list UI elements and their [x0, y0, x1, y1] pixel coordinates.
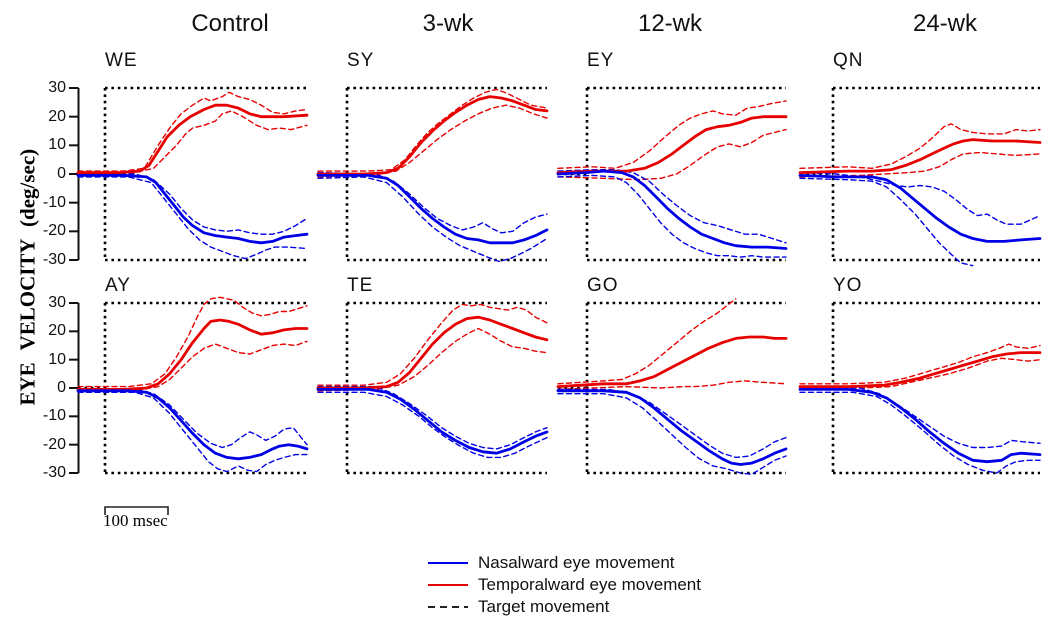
panel-TE-temporalward_mean-line	[316, 315, 549, 390]
y-tick-label-20: 20	[48, 322, 66, 340]
y-tick-label--20: -20	[42, 222, 66, 240]
panel-QN-nasalward_upper_sd-line	[799, 171, 1041, 225]
panel-SY-temporalward_lower_sd-line	[317, 104, 548, 178]
panel-AY-nasalward_mean-line	[76, 389, 309, 461]
panel-QN-temporalward_upper_sd-line	[799, 123, 1041, 170]
y-tick-label-0: 0	[57, 165, 66, 182]
temporalward-line-swatch	[428, 584, 468, 586]
column-header-12wk: 12-wk	[637, 10, 703, 37]
panel-label-EY: EY	[587, 50, 615, 71]
panel-GO-nasalward_mean-line	[556, 389, 788, 466]
panel-AY-nasalward_upper_sd-line	[77, 388, 308, 449]
y-tick-label--10: -10	[42, 407, 66, 425]
panel-WE-temporalward_mean-line	[76, 103, 309, 175]
y-tick-label-30: 30	[48, 294, 66, 311]
panel-EY-nasalward_mean-line	[556, 169, 788, 250]
scale-bar-label: 100 msec	[103, 511, 168, 530]
panel-label-GO: GO	[587, 275, 619, 296]
y-tick-label-10: 10	[48, 350, 66, 368]
panel-AY-temporalward_lower_sd-line	[77, 340, 308, 393]
panel-YO-nasalward_upper_sd-line	[799, 385, 1041, 449]
panel-label-WE: WE	[105, 50, 138, 71]
panel-TE-temporalward_upper_sd-line	[317, 303, 548, 386]
legend: Nasalward eye movement Temporalward eye …	[428, 552, 701, 618]
panel-QN-nasalward_mean-line	[798, 173, 1042, 243]
panel-SY-temporalward_upper_sd-line	[317, 88, 548, 172]
panel-WE-nasalward_upper_sd-line	[77, 173, 308, 235]
panel-QN-temporalward_lower_sd-line	[799, 151, 1041, 178]
panel-label-YO: YO	[833, 275, 863, 296]
legend-label-temporalward: Temporalward eye movement	[478, 575, 701, 594]
panel-TE-nasalward_lower_sd-line	[317, 391, 548, 459]
panel-SY-temporalward_mean-line	[316, 95, 549, 176]
panel-YO-temporalward_lower_sd-line	[799, 357, 1041, 391]
panel-GO-temporalward_mean-line	[556, 335, 788, 389]
panel-SY-nasalward_mean-line	[316, 173, 549, 245]
panel-EY-temporalward_lower_sd-line	[557, 128, 787, 181]
nasalward-line-swatch	[428, 562, 468, 564]
scale-bar-bracket	[104, 506, 169, 515]
panel-label-QN: QN	[833, 50, 864, 71]
panel-EY-temporalward_mean-line	[556, 115, 788, 175]
legend-label-target: Target movement	[478, 597, 610, 616]
y-tick-label--30: -30	[42, 464, 66, 481]
column-header-24wk: 24-wk	[912, 10, 978, 37]
panel-label-TE: TE	[347, 275, 374, 296]
panel-AY-temporalward_mean-line	[76, 318, 309, 391]
y-tick-label-20: 20	[48, 107, 66, 125]
panel-EY-temporalward_upper_sd-line	[557, 100, 787, 170]
panel-YO-nasalward_mean-line	[798, 387, 1042, 464]
y-tick-label-30: 30	[48, 79, 66, 96]
panel-label-AY: AY	[105, 275, 131, 296]
y-tick-label--10: -10	[42, 193, 66, 211]
panel-WE-temporalward_lower_sd-line	[77, 110, 308, 177]
panel-QN-temporalward_mean-line	[798, 138, 1042, 175]
y-tick-label--30: -30	[42, 251, 66, 268]
panel-SY-nasalward_lower_sd-line	[317, 176, 548, 263]
panel-SY-nasalward_upper_sd-line	[317, 171, 548, 234]
panel-QN-nasalward_lower_sd-line	[799, 177, 974, 267]
panel-EY-nasalward_lower_sd-line	[557, 174, 787, 258]
panel-GO-temporalward_upper_sd-line	[557, 298, 737, 385]
y-tick-label--20: -20	[42, 435, 66, 453]
panel-YO-nasalward_lower_sd-line	[799, 391, 1041, 474]
y-tick-label-10: 10	[48, 136, 66, 154]
legend-row-temporalward: Temporalward eye movement	[428, 574, 701, 596]
panel-GO-temporalward_lower_sd-line	[557, 380, 787, 391]
column-header-control: Control	[191, 10, 269, 37]
panel-WE-temporalward_upper_sd-line	[77, 91, 308, 172]
y-tick-label-0: 0	[57, 379, 66, 396]
legend-row-target: Target movement	[428, 596, 701, 618]
panel-label-SY: SY	[347, 50, 375, 71]
panel-TE-nasalward_mean-line	[316, 387, 549, 455]
panel-TE-temporalward_lower_sd-line	[317, 327, 548, 392]
panel-YO-temporalward_upper_sd-line	[799, 343, 1041, 385]
panel-WE-nasalward_lower_sd-line	[77, 176, 308, 260]
column-header-3wk: 3-wk	[422, 10, 474, 37]
legend-label-nasalward: Nasalward eye movement	[478, 553, 675, 572]
legend-row-nasalward: Nasalward eye movement	[428, 552, 701, 574]
panel-AY-temporalward_upper_sd-line	[77, 296, 308, 388]
panel-AY-nasalward_lower_sd-line	[77, 391, 308, 473]
panel-GO-nasalward_lower_sd-line	[557, 393, 787, 476]
panel-YO-temporalward_mean-line	[798, 351, 1042, 389]
target-line-swatch	[428, 606, 468, 608]
panel-EY-nasalward_upper_sd-line	[557, 168, 787, 244]
panel-TE-nasalward_upper_sd-line	[317, 385, 548, 450]
panel-WE-nasalward_mean-line	[76, 173, 309, 245]
